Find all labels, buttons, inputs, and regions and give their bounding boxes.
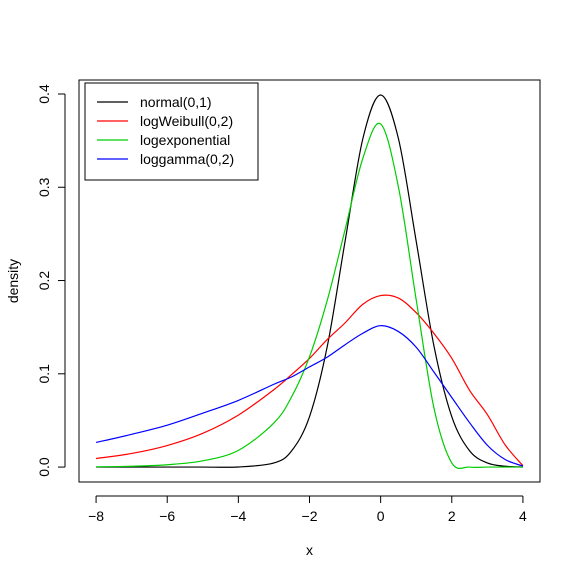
series-layer [95, 94, 524, 469]
x-tick-label: 2 [448, 508, 456, 524]
y-tick-label: 0.4 [36, 84, 52, 104]
y-axis: 0.0 0.1 0.2 0.3 0.4 [36, 84, 66, 477]
legend-label: logWeibull(0,2) [140, 113, 233, 129]
series-line-normal-0-1 [96, 94, 523, 468]
y-axis-label: density [5, 259, 21, 303]
legend-label: loggamma(0,2) [140, 151, 234, 167]
plot-frame [78, 79, 541, 483]
series-line-logexponential [96, 122, 523, 469]
y-tick-label: 0.3 [36, 177, 52, 197]
series-line-loggamma-0-2 [95, 325, 524, 467]
x-tick-label: 0 [377, 508, 385, 524]
x-axis-label: x [306, 542, 313, 558]
x-tick-label: −4 [230, 508, 246, 524]
legend-label: logexponential [140, 132, 230, 148]
y-tick-label: 0.1 [36, 364, 52, 384]
y-tick-label: 0.2 [36, 271, 52, 291]
x-tick-label: −8 [88, 508, 104, 524]
legend-label: normal(0,1) [140, 94, 212, 110]
x-tick-label: −2 [302, 508, 318, 524]
series-line-logweibull-0-2 [95, 294, 524, 467]
x-axis: −8 −6 −4 −2 0 2 4 [88, 495, 527, 524]
legend-box [84, 82, 259, 181]
y-tick-label: 0.0 [36, 457, 52, 477]
legend: normal(0,1) logWeibull(0,2) logexponential… [84, 82, 259, 181]
x-tick-label: 4 [519, 508, 527, 524]
x-tick-label: −6 [159, 508, 175, 524]
